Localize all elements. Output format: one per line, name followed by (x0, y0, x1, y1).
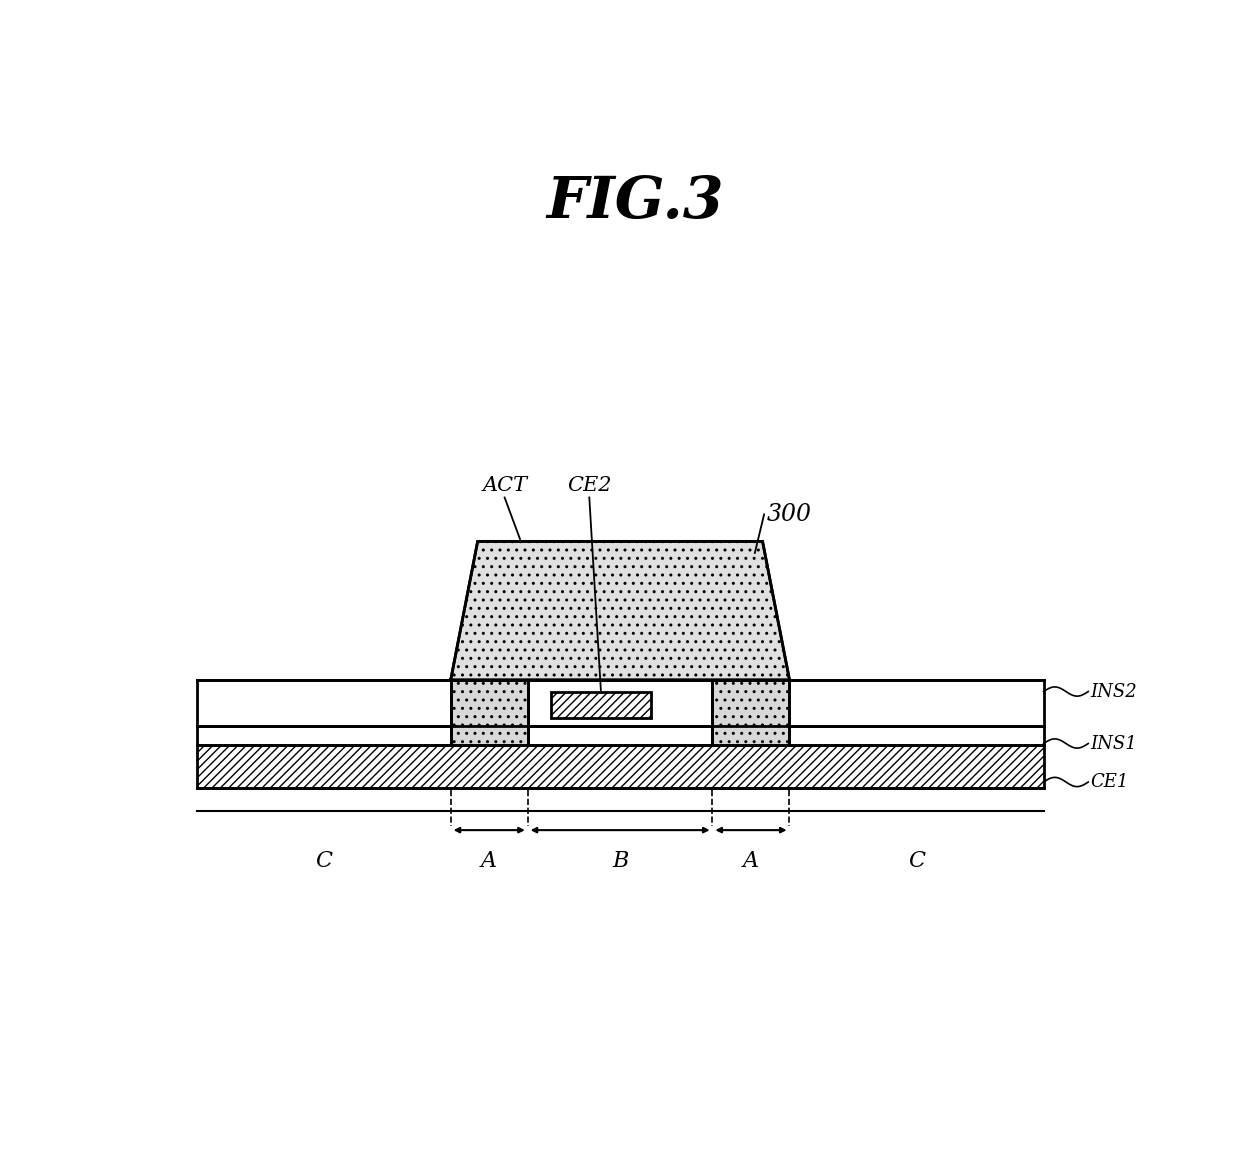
Text: INS1: INS1 (1090, 734, 1137, 753)
Text: 300: 300 (766, 503, 811, 526)
Text: A: A (481, 849, 497, 872)
Bar (551, 691, 651, 718)
Text: INS2: INS2 (1090, 682, 1137, 701)
Text: A: A (743, 849, 759, 872)
Text: B: B (611, 849, 629, 872)
Bar (197, 680, 1044, 726)
Bar (450, 680, 528, 746)
Bar (197, 746, 1044, 788)
Text: ACT: ACT (482, 476, 527, 495)
Bar (197, 726, 1044, 746)
Polygon shape (450, 541, 790, 680)
Text: CE1: CE1 (1090, 773, 1128, 791)
Text: FIG.3: FIG.3 (547, 174, 724, 231)
Text: CE2: CE2 (567, 476, 611, 495)
Text: C: C (908, 849, 925, 872)
Bar (713, 680, 790, 746)
Text: C: C (315, 849, 332, 872)
